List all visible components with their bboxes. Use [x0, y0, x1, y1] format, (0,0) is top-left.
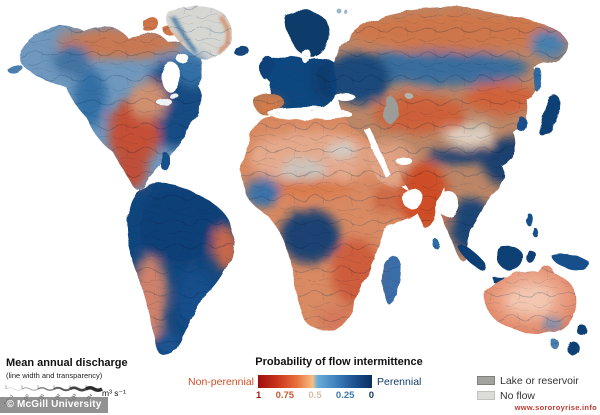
seas-and-lakes: [155, 48, 459, 217]
svalbard: [344, 10, 348, 14]
probability-tick: 0.5: [308, 390, 322, 401]
lake-label: Lake or reservoir: [500, 374, 579, 387]
noflow-label: No flow: [500, 389, 536, 402]
mcgill-watermark: © McGill University: [0, 397, 108, 413]
probability-legend-title: Probability of flow intermittence: [255, 356, 423, 368]
discharge-legend-subtitle: (line width and transparency): [6, 371, 103, 380]
caspian-sea: [383, 96, 397, 124]
feature-legend: Lake or reservoir No flow: [477, 375, 579, 405]
legend-row-noflow: No flow: [477, 389, 579, 402]
world-map: [6, 5, 591, 357]
probability-ticks: 1 0.75 0.5 0.25 0: [256, 390, 374, 401]
region-color-overlays: [6, 5, 591, 357]
lake-swatch: [477, 376, 495, 385]
river-texture: [6, 5, 591, 357]
discharge-legend-title: Mean annual discharge: [6, 357, 128, 369]
discharge-unit: m³ s⁻¹: [102, 388, 126, 398]
probability-colorbar: [258, 375, 372, 388]
world-map-svg: [6, 5, 591, 357]
probability-tick: 1: [256, 390, 262, 401]
probability-tick: 0: [368, 390, 374, 401]
svalbard: [335, 7, 341, 13]
aral-sea: [406, 94, 414, 100]
probability-tick: 0.75: [275, 390, 295, 401]
continent-base-fills: [6, 5, 591, 357]
perennial-label: Perennial: [377, 376, 422, 388]
noflow-swatch: [477, 391, 495, 400]
non-perennial-label: Non-perennial: [188, 376, 254, 388]
landmasses: [6, 5, 591, 357]
probability-tick: 0.25: [335, 390, 355, 401]
discharge-scale-line: [5, 385, 103, 392]
site-watermark: www.sororoyrise.info: [514, 403, 597, 412]
legend-row-lake: Lake or reservoir: [477, 374, 579, 387]
